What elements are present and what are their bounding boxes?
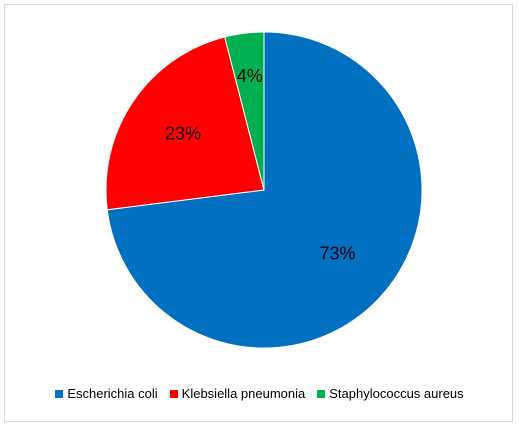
legend-label-staphylococcus-aureus: Staphylococcus aureus — [329, 386, 464, 401]
data-label-staphylococcus-aureus: 4% — [237, 66, 263, 86]
legend-swatch-klebsiella-pneumonia — [169, 389, 178, 398]
pie-slices — [105, 31, 423, 349]
legend-item-klebsiella-pneumonia: Klebsiella pneumonia — [169, 386, 306, 401]
pie-slice-staphylococcus-aureus — [224, 31, 265, 191]
legend-item-escherichia-coli: Escherichia coli — [55, 386, 158, 401]
legend-label-escherichia-coli: Escherichia coli — [67, 386, 158, 401]
data-label-klebsiella-pneumonia: 23% — [165, 124, 201, 144]
legend-label-klebsiella-pneumonia: Klebsiella pneumonia — [181, 386, 306, 401]
data-label-escherichia-coli: 73% — [319, 244, 355, 264]
pie-slice-klebsiella-pneumonia — [105, 36, 265, 211]
legend-swatch-staphylococcus-aureus — [317, 389, 326, 398]
legend: Escherichia coli Klebsiella pneumonia St… — [0, 386, 519, 401]
pie-slice-escherichia-coli — [106, 31, 423, 349]
legend-item-staphylococcus-aureus: Staphylococcus aureus — [317, 386, 464, 401]
pie-slice-labels: 73% 23% 4% — [165, 66, 356, 264]
legend-swatch-escherichia-coli — [55, 389, 64, 398]
